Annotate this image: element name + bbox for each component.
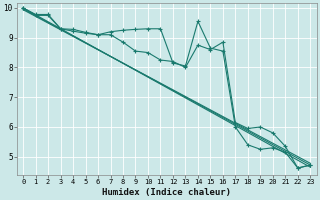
X-axis label: Humidex (Indice chaleur): Humidex (Indice chaleur) [102,188,231,197]
